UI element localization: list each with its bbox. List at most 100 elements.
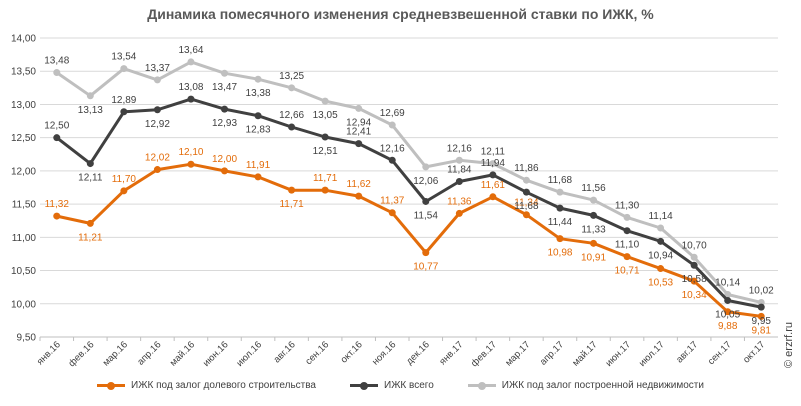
data-label: 12,92 [145, 119, 170, 130]
x-tick-label: сен.17 [706, 339, 734, 367]
x-tick-label: июн.16 [201, 339, 231, 369]
y-tick-label: 12,50 [11, 133, 36, 144]
x-tick-label: сен.16 [303, 339, 331, 367]
data-label: 11,86 [514, 163, 539, 174]
data-point [254, 75, 262, 83]
series-line [55, 97, 762, 309]
data-label: 10,98 [547, 248, 572, 259]
x-tick-label: фев.16 [66, 339, 96, 369]
data-point [388, 121, 396, 129]
data-point [288, 186, 296, 194]
data-label: 11,21 [78, 232, 103, 243]
y-tick-label: 13,00 [11, 100, 36, 111]
legend-swatch-dark [350, 381, 378, 390]
legend-item-total[interactable]: ИЖК всего [350, 380, 434, 391]
y-tick-label: 12,00 [11, 166, 36, 177]
y-tick-label: 11,00 [12, 233, 37, 244]
data-point [53, 212, 61, 220]
data-label: 12,16 [447, 143, 472, 154]
data-label: 12,16 [380, 143, 405, 154]
data-label: 11,68 [514, 201, 539, 212]
data-label: 11,71 [279, 199, 304, 210]
data-point [221, 167, 228, 175]
y-tick-label: 11,50 [12, 200, 37, 211]
x-tick-label: апр.17 [538, 339, 566, 367]
data-point [187, 95, 195, 103]
data-label: 13,64 [178, 45, 203, 56]
y-tick-label: 10,50 [11, 266, 36, 277]
data-label: 11,71 [313, 173, 338, 184]
data-point [288, 84, 296, 92]
data-point [120, 65, 128, 73]
data-label: 11,37 [380, 196, 405, 207]
data-point [120, 187, 128, 195]
data-point [590, 211, 597, 219]
x-tick-label: мар.16 [101, 339, 130, 368]
data-label: 13,05 [313, 110, 338, 121]
data-label: 11,91 [246, 160, 271, 171]
data-label: 13,08 [178, 82, 203, 93]
data-point [187, 160, 195, 168]
data-label: 12,02 [145, 153, 170, 164]
legend-label: ИЖК под залог долевого строительства [131, 380, 316, 391]
data-label: 12,41 [346, 127, 371, 138]
watermark: © erzrf.ru [783, 322, 795, 368]
data-point [724, 308, 732, 316]
legend: ИЖК под залог долевого строительства ИЖК… [0, 380, 801, 391]
legend-label: ИЖК под залог построенной недвижимости [501, 380, 704, 391]
series-line [55, 60, 762, 304]
x-tick-label: авг.17 [674, 339, 700, 365]
data-label: 12,11 [481, 147, 506, 158]
data-point [757, 303, 765, 311]
x-tick-label: ноя.16 [370, 339, 398, 367]
data-point [556, 235, 564, 243]
data-point [657, 224, 665, 232]
data-label: 10,77 [413, 262, 438, 273]
data-point [690, 277, 698, 285]
data-point [522, 188, 530, 196]
data-point [455, 209, 463, 217]
legend-item-built[interactable]: ИЖК под залог построенной недвижимости [467, 380, 704, 391]
data-point [556, 204, 564, 212]
data-point [455, 156, 463, 164]
x-tick-label: авг.16 [272, 339, 298, 365]
data-label: 12,69 [380, 108, 405, 119]
series-line [56, 162, 762, 318]
data-point [321, 133, 329, 141]
legend-item-dolevoe[interactable]: ИЖК под залог долевого строительства [97, 380, 316, 391]
data-label: 12,66 [279, 110, 304, 121]
data-label: 10,71 [615, 266, 640, 277]
data-point [657, 237, 665, 245]
data-label: 13,54 [111, 52, 136, 63]
data-label: 13,48 [44, 56, 69, 67]
data-point [153, 76, 161, 84]
data-label: 11,68 [548, 175, 573, 186]
data-point [522, 176, 530, 184]
data-label: 9,88 [718, 321, 738, 332]
x-tick-label: июл.16 [234, 339, 264, 369]
data-point [53, 134, 61, 142]
data-label: 10,05 [715, 309, 740, 320]
x-tick-label: янв.16 [35, 339, 63, 367]
data-label: 11,62 [347, 179, 372, 190]
x-tick-label: июн.17 [604, 339, 634, 369]
data-point [321, 186, 329, 194]
data-label: 11,44 [548, 217, 573, 228]
data-label: 10,91 [581, 252, 606, 263]
data-label: 11,61 [481, 180, 506, 191]
data-label: 12,00 [212, 154, 237, 165]
x-tick-label: окт.16 [339, 339, 365, 365]
data-point [556, 188, 564, 196]
data-point [86, 219, 94, 227]
data-label: 11,34 [514, 198, 539, 209]
data-point [221, 69, 228, 77]
data-label: 12,51 [313, 146, 338, 157]
x-tick-label: дек.16 [404, 339, 432, 367]
data-point [522, 211, 530, 219]
data-label: 13,25 [279, 71, 304, 82]
data-label: 10,34 [682, 290, 707, 301]
data-point [422, 249, 430, 257]
data-point [757, 312, 765, 320]
chart-title: Динамика помесячного изменения средневзв… [147, 6, 654, 22]
data-label: 9,81 [751, 325, 771, 336]
